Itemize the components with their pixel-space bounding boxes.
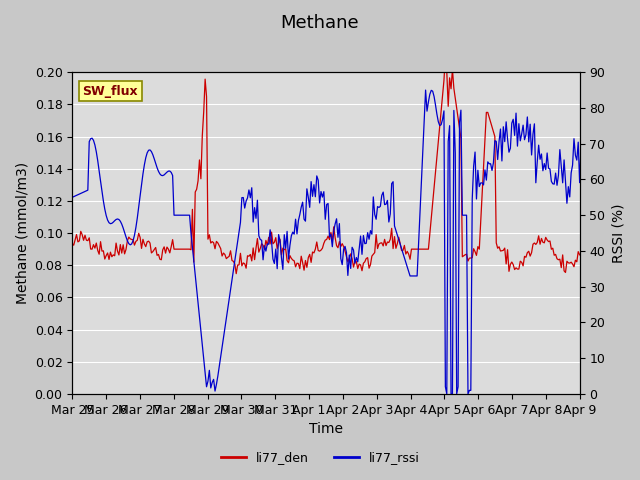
Text: SW_flux: SW_flux (83, 85, 138, 98)
Text: Methane: Methane (281, 14, 359, 33)
Y-axis label: Methane (mmol/m3): Methane (mmol/m3) (15, 162, 29, 304)
Legend: li77_den, li77_rssi: li77_den, li77_rssi (216, 446, 424, 469)
Y-axis label: RSSI (%): RSSI (%) (611, 204, 625, 263)
X-axis label: Time: Time (309, 422, 343, 436)
